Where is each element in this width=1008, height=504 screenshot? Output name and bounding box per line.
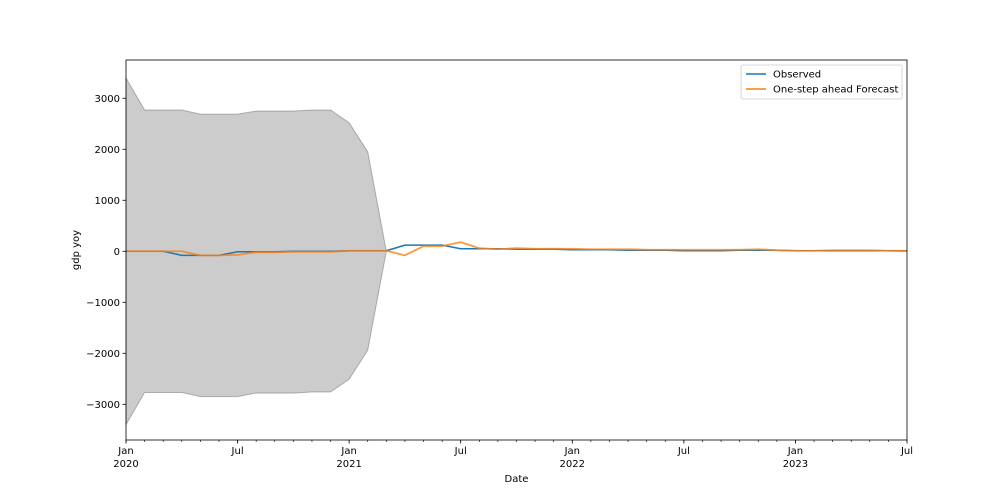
legend-label: One-step ahead Forecast [773, 85, 898, 96]
y-tick-label: 1000 [95, 196, 120, 207]
legend-box [740, 64, 903, 100]
x-tick-year-label: 2022 [560, 459, 585, 470]
legend: Observed One-step ahead Forecast [740, 64, 903, 100]
y-tick-label: 3000 [95, 94, 120, 105]
x-tick-label: Jul [231, 446, 244, 457]
x-tick-label: Jan [787, 446, 803, 457]
y-axis-label: gdp yoy [71, 230, 82, 270]
x-tick-year-label: 2023 [783, 459, 808, 470]
x-tick-label: Jul [677, 446, 690, 457]
x-tick-label: Jan [340, 446, 356, 457]
x-tick-label: Jul [900, 446, 913, 457]
x-tick-year-label: 2021 [336, 459, 361, 470]
x-axis-label: Date [505, 474, 529, 485]
y-axis: −3000 −2000 −1000 0 1000 2000 3000 [86, 94, 126, 411]
x-axis: Jan 2020 Jul Jan 2021 Jul Jan 2022 Jul Jan 2023 Jul [113, 440, 913, 470]
y-tick-label: 2000 [95, 145, 120, 156]
y-tick-label: 0 [114, 247, 120, 258]
y-tick-label: −2000 [86, 349, 120, 360]
legend-label: Observed [773, 70, 821, 81]
y-tick-label: −3000 [86, 400, 120, 411]
series-line-forecast [126, 241, 907, 257]
x-tick-label: Jul [454, 446, 467, 457]
x-tick-label: Jan [117, 446, 133, 457]
x-tick-year-label: 2020 [113, 459, 138, 470]
series-layer [126, 241, 908, 257]
x-tick-label: Jan [564, 446, 580, 457]
y-tick-label: −1000 [86, 298, 120, 309]
